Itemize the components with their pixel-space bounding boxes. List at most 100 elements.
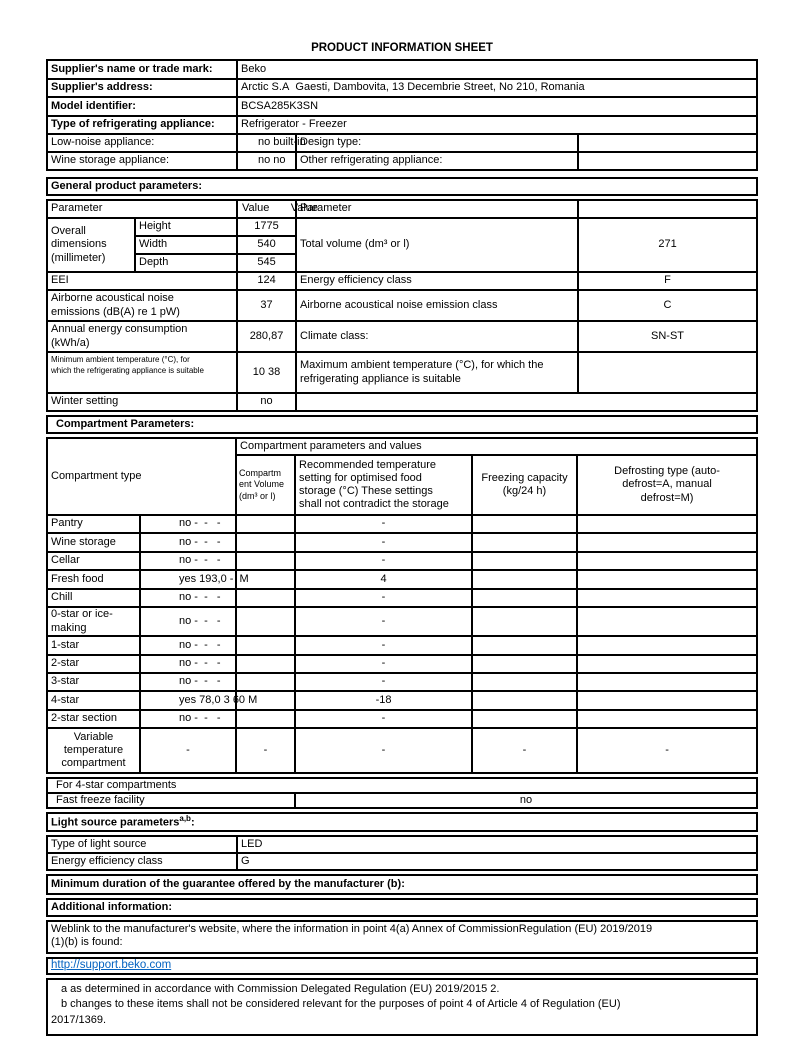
- compartment-temp: -: [294, 654, 474, 674]
- supplier-name-label: Supplier's name or trade mark:: [46, 59, 238, 80]
- support-link[interactable]: http://support.beko.com: [51, 959, 172, 972]
- empty-cell: [471, 569, 579, 590]
- product-information-sheet: PRODUCT INFORMATION SHEET Supplier's nam…: [45, 42, 759, 1037]
- compartment-temp: 4: [294, 569, 474, 590]
- compartment-temp: -: [294, 709, 474, 729]
- additional-info-title: Additional information:: [46, 898, 758, 918]
- empty-cell: [576, 551, 759, 571]
- max-ambient-value: [577, 351, 759, 394]
- compartment-values: no - - -: [138, 709, 238, 729]
- total-volume-value: 271: [577, 217, 759, 273]
- table-row: 2-star no - - - -: [46, 654, 759, 674]
- page-title: PRODUCT INFORMATION SHEET: [311, 42, 493, 54]
- empty-cell: [576, 151, 759, 171]
- volume-header: Compartm ent Volume (dm³ or l): [235, 454, 297, 516]
- value-header: Value Value: [236, 199, 318, 219]
- four-star-table: For 4-star compartments Fast freeze faci…: [45, 776, 759, 810]
- noise-value: 37: [236, 289, 298, 322]
- light-class-value: G: [236, 852, 758, 872]
- compartment-type-header: Compartment type: [45, 437, 238, 516]
- depth-label: Depth: [133, 253, 239, 273]
- table-row: Chill no - - - -: [46, 588, 759, 608]
- empty-cell: [235, 672, 297, 692]
- width-value: 540: [236, 235, 298, 255]
- empty-cell: [235, 690, 297, 711]
- link-table: http://support.beko.com: [46, 957, 758, 976]
- climate-class-label: Climate class:: [295, 320, 580, 353]
- table-row: 1-star no - - - -: [46, 635, 759, 656]
- empty-cell: [471, 514, 579, 534]
- model-identifier-label: Model identifier:: [46, 96, 238, 117]
- guarantee-title: Minimum duration of the guarantee offere…: [46, 874, 758, 896]
- empty-cell: [576, 672, 759, 692]
- compartment-values: yes 78,0 3 60 M: [138, 690, 257, 711]
- compartment-values: no - - -: [138, 551, 238, 571]
- supplier-table: Supplier's name or trade mark: Beko Suppl…: [46, 59, 759, 171]
- footnotes-cell: a as determined in accordance with Commi…: [46, 978, 758, 1037]
- light-section-title: Light source parametersa,b:: [46, 812, 758, 833]
- appliance-type-value: Refrigerator - Freezer: [235, 115, 759, 135]
- compartment-values: no - - -: [138, 606, 238, 637]
- compartment-temp: -18: [294, 690, 474, 711]
- supplier-address-label: Supplier's address:: [46, 78, 238, 98]
- empty-cell: [295, 392, 759, 412]
- empty-cell: [471, 690, 579, 711]
- design-type-label: Design type:: [295, 133, 579, 153]
- table-row: 0-star or ice- making no - - - -: [46, 606, 759, 637]
- fast-freeze-value: no: [293, 792, 759, 810]
- footnote-marker: a,b: [179, 814, 191, 824]
- compartment-label: 0-star or ice- making: [46, 606, 141, 637]
- empty-cell: [576, 569, 759, 590]
- variable-temp-v2: -: [235, 727, 297, 774]
- freezing-capacity-header: Freezing capacity (kg/24 h): [471, 454, 579, 516]
- compartment-temp: -: [294, 532, 474, 553]
- annual-energy-value: 280,87: [236, 320, 298, 353]
- parameter-header: Parameter: [45, 199, 239, 219]
- variable-temp-v4: -: [471, 727, 579, 774]
- compartment-label: 2-star: [46, 654, 141, 674]
- compartment-label: 2-star section: [46, 709, 141, 729]
- wine-storage-value: no no: [236, 151, 297, 171]
- empty-cell: [235, 569, 297, 590]
- noise-label: Airborne acoustical noise emissions (dB(…: [45, 289, 239, 322]
- noise-class-label: Airborne acoustical noise emission class: [295, 289, 580, 322]
- compartment-table: Compartment type Compartment parameters …: [45, 437, 759, 774]
- empty-cell: [235, 551, 297, 571]
- height-value: 1775: [236, 217, 298, 237]
- footnote-a: a as determined in accordance with Commi…: [61, 983, 500, 996]
- compartment-values: no - - -: [138, 672, 238, 692]
- compartment-temp: -: [294, 588, 474, 608]
- empty-cell: [576, 606, 759, 637]
- general-parameters-table: Parameter Value Value Parameter Overall …: [45, 199, 759, 412]
- compartment-label: Cellar: [46, 551, 141, 571]
- table-row: Wine storage no - - - -: [46, 532, 759, 553]
- compartment-values: no - - -: [138, 532, 238, 553]
- low-noise-label: Low-noise appliance:: [46, 133, 238, 153]
- empty-cell: [471, 588, 579, 608]
- empty-cell: [235, 588, 297, 608]
- empty-cell: [235, 514, 297, 534]
- empty-cell: [576, 709, 759, 729]
- appliance-type-label: Type of refrigerating appliance:: [46, 115, 238, 135]
- width-label: Width: [133, 235, 239, 255]
- table-row: Fresh food yes 193,0 - M 4: [46, 569, 759, 590]
- defrosting-type-header: Defrosting type (auto- defrost=A, manual…: [576, 454, 759, 516]
- guarantee-section-header: Minimum duration of the guarantee offere…: [46, 874, 758, 896]
- table-row: Cellar no - - - -: [46, 551, 759, 571]
- weblink-text: Weblink to the manufacturer's website, w…: [46, 920, 758, 955]
- link-cell: http://support.beko.com: [46, 957, 758, 976]
- empty-cell: [577, 199, 759, 219]
- min-ambient-label: Minimum ambient temperature (°C), for wh…: [45, 351, 239, 394]
- variable-temp-v5: -: [576, 727, 759, 774]
- empty-cell: [471, 606, 579, 637]
- variable-temp-v3: -: [294, 727, 474, 774]
- winter-setting-label: Winter setting: [45, 392, 239, 412]
- general-section-header: General product parameters:: [46, 177, 758, 196]
- climate-class-value: SN-ST: [577, 320, 759, 353]
- supplier-address-value: Arctic S.A Gaesti, Dambovita, 13 Decembr…: [235, 78, 759, 98]
- annual-energy-label: Annual energy consumption (kWh/a): [45, 320, 239, 353]
- empty-cell: [235, 654, 297, 674]
- footnotes-table: a as determined in accordance with Commi…: [46, 978, 758, 1037]
- fast-freeze-label: Fast freeze facility: [46, 792, 296, 810]
- compartment-label: 3-star: [46, 672, 141, 692]
